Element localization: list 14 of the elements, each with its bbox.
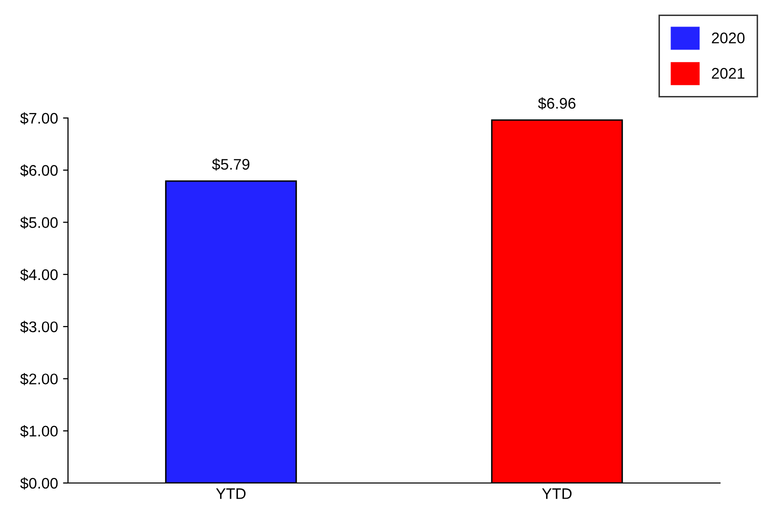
y-tick-label: $6.00 (20, 164, 58, 177)
legend-label: 2021 (712, 68, 744, 79)
y-tick-label: $3.00 (20, 320, 58, 334)
data-label: $5.79 (212, 158, 250, 171)
y-tick-label: $4.00 (20, 268, 58, 282)
y-tick-label: $0.00 (20, 477, 58, 490)
y-tick-label: $2.00 (20, 372, 58, 386)
y-tick-label: $5.00 (20, 216, 58, 229)
y-tick-label: $1.00 (20, 425, 58, 438)
data-label: $6.96 (538, 97, 576, 110)
y-tick-label: $7.00 (20, 112, 58, 125)
legend-label: 2020 (712, 32, 745, 44)
x-tick-label: YTD (216, 488, 246, 499)
x-tick-label: YTD (542, 488, 572, 499)
